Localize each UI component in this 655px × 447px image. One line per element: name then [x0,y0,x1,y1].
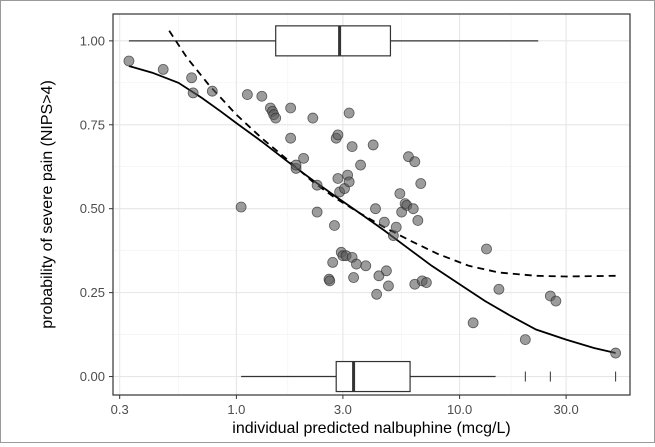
data-point [394,188,406,199]
data-point [332,173,344,184]
data-point [381,265,392,277]
x-axis-title: individual predicted nalbuphine (mcg/L) [232,420,510,437]
data-point [550,295,562,307]
point-layer [123,55,622,359]
data-point [285,132,297,144]
data-point [493,283,505,295]
data-point [343,176,355,188]
panel-background [113,14,630,395]
curve-layer [128,30,616,354]
data-point [285,102,297,114]
x-tick-label: 1.0 [227,402,245,417]
data-point [206,85,218,97]
boxplot-bottom-box [335,360,411,393]
y-tick-label: 0.50 [80,201,105,216]
boxplot-top-box [275,25,392,57]
data-point [370,203,381,215]
data-point [421,277,432,288]
solid-curve [128,65,616,354]
y-axis-title: probability of severe pain (NIPS>4) [39,80,56,329]
data-point [467,317,479,329]
x-tick-label: 0.3 [111,402,129,417]
data-point [332,129,344,141]
data-point [270,112,282,124]
data-point [409,156,421,168]
data-point [157,63,169,75]
data-point [390,221,402,233]
data-point [412,215,424,226]
grid-layer [113,14,630,395]
data-point [415,178,427,189]
axis-layer: 0.3 1.0 3.0 10.0 30.0 0.00 0.25 0.50 0.75 1.00 [80,13,631,417]
data-point [378,216,390,228]
data-point [519,334,531,346]
data-point [610,347,622,359]
x-tick-label: 3.0 [334,402,352,417]
data-point [383,280,394,292]
boxplot-layer [128,25,617,393]
data-point [241,89,253,100]
data-point [329,220,340,231]
data-point [407,203,419,215]
data-point [360,260,372,272]
data-point [481,243,492,255]
data-point [371,288,383,300]
data-point [290,159,302,171]
data-point [346,141,358,152]
data-point [235,201,247,213]
data-point [298,152,309,164]
data-point [311,179,323,191]
data-point [324,275,336,287]
data-point [327,257,339,268]
y-tick-label: 0.25 [80,285,105,300]
data-point [307,112,319,124]
x-tick-label: 30.0 [553,402,578,417]
y-tick-label: 1.00 [80,33,105,48]
data-point [343,107,355,119]
panel-border [112,13,631,396]
data-point [351,258,362,270]
y-tick-label: 0.00 [80,369,105,384]
y-tick-label: 0.75 [80,117,105,132]
data-point [187,87,199,99]
data-point [348,272,359,283]
data-point [355,159,366,171]
data-point [373,270,385,282]
data-point [311,206,323,218]
data-point [256,90,268,102]
data-point [367,139,379,151]
data-point [123,55,135,67]
x-tick-label: 10.0 [447,402,472,417]
data-point [186,72,198,84]
